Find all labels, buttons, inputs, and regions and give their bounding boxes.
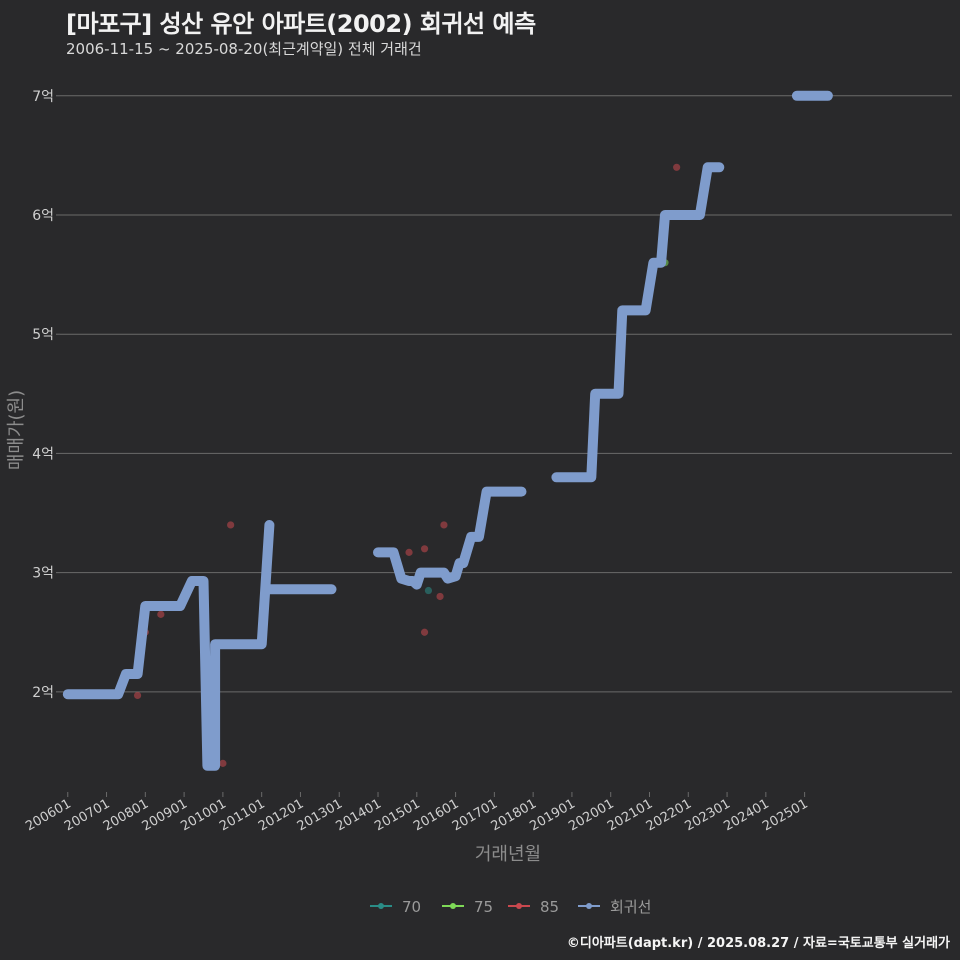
legend-marker-regression [586, 903, 592, 909]
legend-item-s70: 70 [370, 898, 421, 916]
y-tick-label: 5억 [32, 327, 54, 343]
legend-label-s75: 75 [474, 898, 493, 916]
y-tick-label: 7억 [32, 89, 54, 105]
y-axis-title: 매매가(원) [6, 390, 27, 470]
point-s70-0 [424, 586, 433, 595]
point-s85-5 [405, 548, 413, 556]
x-tick-label: 202501 [760, 796, 810, 834]
legend-label-regression: 회귀선 [610, 898, 651, 916]
legend-item-s85: 85 [508, 898, 559, 916]
legend-label-s85: 85 [540, 898, 559, 916]
point-s85-4 [227, 521, 235, 529]
legend-label-s70: 70 [402, 898, 421, 916]
point-s85-11 [673, 163, 681, 171]
y-tick-label: 2억 [32, 685, 54, 701]
chart-subtitle: 2006-11-15 ~ 2025-08-20(최근계약일) 전체 거래건 [66, 40, 422, 58]
y-gridlines [56, 95, 952, 693]
point-s85-7 [420, 628, 429, 636]
x-tick-labels: 2006012007012008012009012010012011012012… [23, 792, 811, 834]
y-tick-label: 3억 [32, 566, 54, 582]
point-s85-8 [436, 592, 444, 601]
legend-marker-s70 [378, 903, 384, 909]
y-tick-labels: 2억 3억 4억 5억 6억 7억 [32, 89, 54, 701]
point-s85-6 [420, 545, 429, 553]
point-s85-0 [133, 691, 142, 700]
point-s85-2 [157, 610, 165, 618]
source-caption: ©디아파트(dapt.kr) / 2025.08.27 / 자료=국토교통부 실… [566, 936, 950, 951]
legend-item-s75: 75 [442, 898, 493, 916]
x-axis-title: 거래년월 [475, 844, 541, 865]
regression-segment-0 [62, 520, 275, 771]
y-tick-label: 6억 [32, 208, 54, 224]
legend-marker-s85 [516, 903, 522, 909]
regression-lines [62, 90, 833, 771]
point-s85-3 [219, 759, 227, 767]
legend-marker-s75 [450, 903, 456, 909]
regression-segment-3 [551, 162, 725, 483]
legend: 70 75 85 회귀선 [370, 898, 651, 916]
y-tick-label: 4억 [32, 446, 54, 462]
legend-item-regression: 회귀선 [578, 898, 651, 916]
chart-title: [마포구] 성산 유안 아파트(2002) 회귀선 예측 [66, 10, 536, 38]
point-s85-9 [440, 521, 448, 529]
regression-segment-2 [373, 486, 527, 590]
